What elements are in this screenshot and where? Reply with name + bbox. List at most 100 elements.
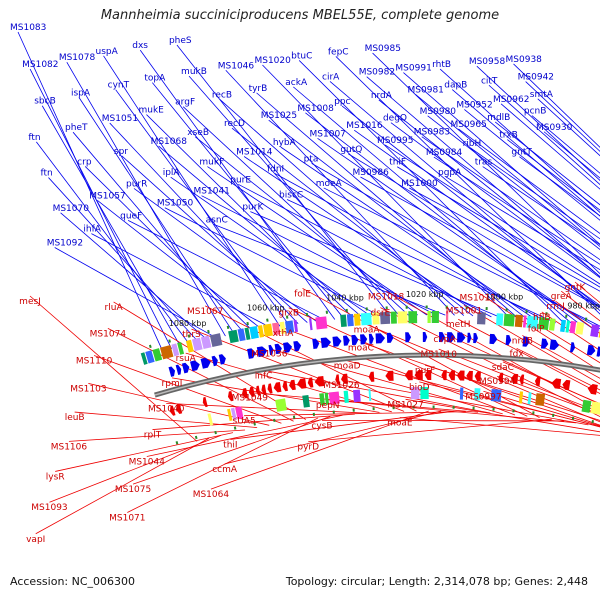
reverse-gene-label[interactable]: nrdB: [512, 336, 533, 346]
reverse-gene-label[interactable]: MS1040: [148, 404, 185, 414]
forward-gene-label[interactable]: pheS: [169, 36, 192, 46]
forward-gene-label[interactable]: MS0952: [456, 100, 492, 110]
reverse-gene-label[interactable]: fdx: [509, 349, 524, 359]
reverse-gene-label[interactable]: MS1010: [421, 350, 458, 360]
forward-gene-label[interactable]: MS1070: [53, 204, 90, 214]
forward-gene-label[interactable]: mukE: [138, 106, 164, 116]
forward-gene-label[interactable]: MS1000: [401, 179, 438, 189]
forward-gene-label[interactable]: MS0980: [420, 107, 457, 117]
reverse-gene-label[interactable]: purF: [415, 366, 435, 376]
reverse-gene-label[interactable]: folE: [294, 289, 311, 299]
forward-gene-label[interactable]: purE: [230, 175, 251, 185]
forward-gene-label[interactable]: mukF: [199, 158, 224, 168]
forward-gene-label[interactable]: pheT: [65, 123, 88, 133]
reverse-gene-label[interactable]: MS1001: [446, 306, 482, 316]
forward-gene-label[interactable]: pgpA: [438, 168, 462, 178]
reverse-gene-label[interactable]: moaC: [348, 343, 374, 353]
forward-gene-label[interactable]: dxs: [132, 41, 148, 51]
forward-gene-label[interactable]: iplA: [163, 168, 181, 178]
reverse-gene-label[interactable]: MS1071: [109, 513, 145, 523]
reverse-gene-label[interactable]: pyrD: [297, 443, 319, 453]
forward-gene-label[interactable]: ispA: [71, 88, 91, 98]
reverse-gene-label[interactable]: rpmI: [162, 379, 183, 389]
forward-gene-label[interactable]: fepC: [328, 47, 349, 57]
forward-gene-label[interactable]: MS0983: [414, 128, 450, 138]
forward-gene-label[interactable]: gutQ: [340, 145, 362, 155]
forward-gene-label[interactable]: mukB: [181, 67, 207, 77]
forward-gene-label[interactable]: fdnI: [267, 165, 284, 175]
forward-gene-label[interactable]: MS1078: [59, 53, 96, 63]
reverse-gene-label[interactable]: sUA5: [233, 417, 256, 427]
reverse-gene-label[interactable]: lysR: [46, 472, 65, 482]
reverse-gene-label[interactable]: moaA: [354, 326, 381, 336]
forward-gene-label[interactable]: asnC: [206, 215, 228, 225]
reverse-gene-label[interactable]: leuB: [65, 413, 85, 423]
reverse-gene-label[interactable]: rplT: [144, 431, 162, 441]
reverse-gene-label[interactable]: greA: [551, 292, 573, 302]
forward-gene-label[interactable]: MS1025: [261, 111, 297, 121]
forward-gene-label[interactable]: mdlB: [487, 113, 510, 123]
reverse-gene-label[interactable]: thrS: [182, 330, 201, 340]
reverse-gene-label[interactable]: MS1049: [232, 394, 269, 404]
forward-gene-label[interactable]: ribH: [463, 139, 482, 149]
reverse-gene-label[interactable]: thiI: [223, 440, 237, 450]
reverse-gene-label[interactable]: MS1093: [31, 503, 67, 513]
forward-gene-label[interactable]: trxB: [499, 131, 518, 141]
forward-gene-label[interactable]: MS1083: [10, 23, 46, 33]
reverse-gene-label[interactable]: MS1067: [187, 307, 223, 317]
forward-gene-label[interactable]: uspA: [96, 47, 119, 57]
reverse-gene-label[interactable]: ccmA: [212, 465, 238, 475]
forward-gene-label[interactable]: MS0965: [450, 120, 486, 130]
reverse-gene-label[interactable]: mesJ: [19, 297, 41, 307]
reverse-gene-label[interactable]: MS1074: [90, 329, 127, 339]
reverse-gene-label[interactable]: rrmJ: [546, 302, 565, 312]
reverse-gene-label[interactable]: vapI: [26, 535, 45, 545]
reverse-gene-label[interactable]: gntK: [565, 283, 587, 293]
forward-gene-label[interactable]: ppc: [334, 97, 350, 107]
reverse-gene-label[interactable]: rluA: [105, 303, 124, 313]
forward-gene-label[interactable]: ftn: [28, 133, 40, 143]
forward-gene-label[interactable]: MS1020: [254, 56, 291, 66]
forward-gene-label[interactable]: MS1057: [89, 191, 125, 201]
forward-gene-label[interactable]: pcnB: [524, 107, 547, 117]
forward-gene-label[interactable]: argF: [175, 98, 195, 108]
forward-gene-label[interactable]: MS0958: [469, 57, 506, 67]
forward-gene-label[interactable]: biscC: [279, 190, 303, 200]
forward-gene-label[interactable]: MS1008: [297, 104, 334, 114]
forward-gene-label[interactable]: MS1068: [151, 137, 188, 147]
forward-gene-label[interactable]: crp: [77, 157, 92, 167]
forward-gene-label[interactable]: queF: [120, 211, 142, 221]
forward-gene-label[interactable]: MS0962: [493, 95, 529, 105]
forward-gene-label[interactable]: MS0985: [365, 44, 401, 54]
forward-gene-label[interactable]: thiF: [389, 158, 406, 168]
forward-gene-label[interactable]: MS1082: [22, 60, 58, 70]
reverse-gene-label[interactable]: MS1064: [193, 490, 230, 500]
reverse-gene-label[interactable]: xthA: [273, 329, 295, 339]
forward-gene-label[interactable]: MS0986: [352, 168, 389, 178]
forward-gene-label[interactable]: moeA: [316, 179, 343, 189]
forward-gene-label[interactable]: dapB: [444, 81, 467, 91]
forward-gene-label[interactable]: btuC: [291, 51, 312, 61]
forward-gene-label[interactable]: tyrB: [249, 84, 268, 94]
forward-gene-label[interactable]: MS1014: [236, 148, 273, 158]
reverse-gene-label[interactable]: MS1110: [76, 357, 113, 367]
reverse-gene-label[interactable]: MS1044: [129, 457, 166, 467]
forward-gene-label[interactable]: recD: [224, 119, 245, 129]
forward-gene-label[interactable]: MS0938: [506, 55, 543, 65]
forward-gene-label[interactable]: spr: [114, 147, 128, 157]
reverse-gene-label[interactable]: MS0994: [479, 377, 516, 387]
forward-gene-label[interactable]: MS0984: [426, 148, 463, 158]
forward-gene-label[interactable]: cirA: [322, 72, 340, 82]
reverse-gene-label[interactable]: infC: [255, 371, 273, 381]
forward-gene-label[interactable]: sbcB: [34, 97, 56, 107]
reverse-gene-label[interactable]: MS1027: [387, 400, 423, 410]
forward-gene-label[interactable]: citT: [481, 76, 498, 86]
reverse-gene-label[interactable]: bioD: [409, 383, 430, 393]
forward-gene-label[interactable]: MS0982: [359, 68, 395, 78]
forward-gene-label[interactable]: nrdA: [371, 91, 393, 101]
forward-gene-label[interactable]: MS0981: [408, 85, 444, 95]
forward-gene-label[interactable]: MS0942: [518, 73, 554, 83]
forward-gene-label[interactable]: smtA: [530, 90, 554, 100]
forward-gene-label[interactable]: MS1046: [218, 61, 255, 71]
reverse-gene-label[interactable]: moaD: [334, 362, 361, 372]
